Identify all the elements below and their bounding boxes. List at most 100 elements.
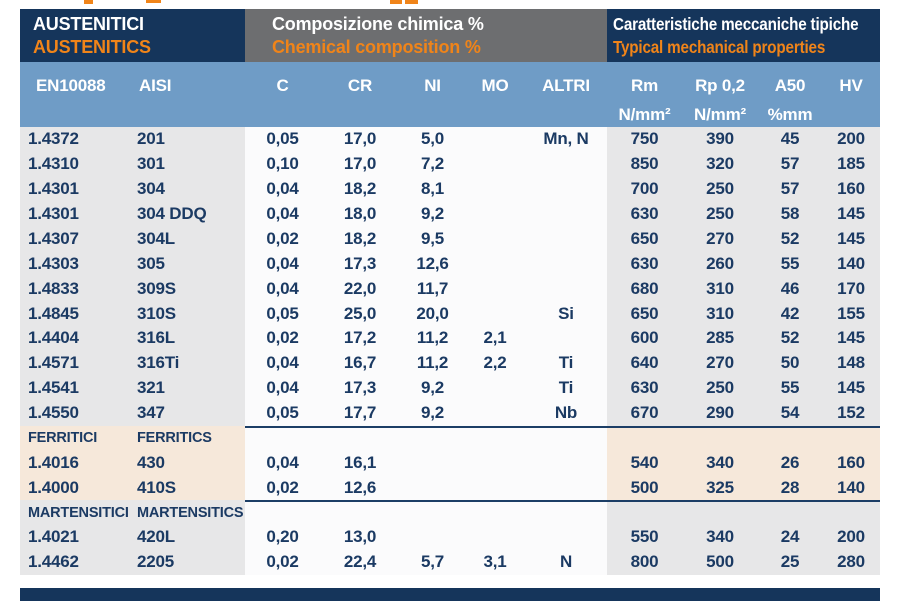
- cell-c: 0,20: [245, 525, 320, 550]
- cell-en: 1.4404: [20, 326, 135, 351]
- table-row: 1.4000 410S 0,02 12,6 500 325 28 140: [20, 475, 880, 501]
- cell-c: 0,04: [245, 450, 320, 476]
- cell-altri: N: [525, 549, 607, 575]
- cell-c: 0,04: [245, 201, 320, 227]
- cell-c: 0,04: [245, 276, 320, 302]
- cell-mo: [465, 151, 525, 177]
- cell-a50: 58: [758, 201, 822, 227]
- cell-c: 0,02: [245, 226, 320, 252]
- cell-rp: 250: [682, 375, 758, 401]
- cell-rp: 320: [682, 151, 758, 177]
- title-band-chemical-composition: Composizione chimica % Chemical composit…: [245, 9, 607, 62]
- cell-hv: 148: [822, 350, 880, 376]
- cell-a50: 25: [758, 549, 822, 575]
- cell-mo: [465, 450, 525, 476]
- cell-mo: 2,1: [465, 326, 525, 351]
- cell-cr: 18,2: [320, 226, 400, 252]
- title-caratteristiche-it: Caratteristiche meccaniche tipiche: [613, 14, 859, 34]
- cell-aisi: 316L: [135, 326, 245, 351]
- cell-ni: 5,7: [400, 549, 465, 575]
- cell-c: 0,04: [245, 375, 320, 401]
- cell-rp: 340: [682, 525, 758, 550]
- cell-hv: 200: [822, 525, 880, 550]
- cell-hv: [822, 500, 880, 525]
- cell-en: 1.4021: [20, 525, 135, 550]
- cell-ni: 11,7: [400, 276, 465, 302]
- cell-a50: 55: [758, 375, 822, 401]
- cell-aisi: 309S: [135, 276, 245, 302]
- cell-hv: 152: [822, 400, 880, 426]
- title-composizione-it: Composizione chimica %: [272, 14, 484, 34]
- cell-rm: 650: [607, 226, 682, 252]
- title-band-austenitics: AUSTENITICI AUSTENITICS: [20, 9, 245, 62]
- cell-mo: [465, 400, 525, 426]
- cell-hv: 145: [822, 375, 880, 401]
- cell-hv: 145: [822, 226, 880, 252]
- cell-rm: [607, 500, 682, 525]
- cell-rp: 500: [682, 549, 758, 575]
- cell-cr: 25,0: [320, 301, 400, 326]
- cell-aisi: 2205: [135, 549, 245, 575]
- column-header-en: EN10088: [36, 76, 106, 95]
- column-header-rp: Rp 0,2 N/mm²: [694, 76, 746, 124]
- cell-rm: [607, 425, 682, 451]
- cell-altri: [525, 226, 607, 252]
- table-row: 1.4462 2205 0,02 22,4 5,7 3,1 N 800 500 25 280: [20, 549, 880, 575]
- cell-ni: 7,2: [400, 151, 465, 177]
- column-header-hv: HV: [839, 76, 863, 95]
- section-title-row-ferritics: FERRITICI FERRITICS: [20, 425, 880, 451]
- cell-c: 0,04: [245, 350, 320, 376]
- cell-altri: [525, 500, 607, 525]
- cell-en: 1.4016: [20, 450, 135, 476]
- cell-hv: 200: [822, 127, 880, 152]
- title-austenitics-en: AUSTENITICS: [33, 37, 151, 57]
- cell-rm: 630: [607, 201, 682, 227]
- cell-a50: 55: [758, 251, 822, 277]
- cell-rm: 600: [607, 326, 682, 351]
- cell-aisi: 304: [135, 176, 245, 202]
- cell-cr: 22,4: [320, 549, 400, 575]
- cell-rm: 630: [607, 375, 682, 401]
- title-properties-en: Typical mechanical properties: [613, 37, 826, 57]
- cell-a50: 52: [758, 226, 822, 252]
- table-row: 1.4845 310S 0,05 25,0 20,0 Si 650 310 42 155: [20, 301, 880, 326]
- cell-rm: 700: [607, 176, 682, 202]
- cell-c: 0,02: [245, 475, 320, 501]
- cell-a50: [758, 500, 822, 525]
- cell-altri: [525, 151, 607, 177]
- cell-altri: Ti: [525, 350, 607, 376]
- table-title-bands: AUSTENITICI AUSTENITICS Composizione chi…: [20, 9, 880, 62]
- cell-ni: 9,5: [400, 226, 465, 252]
- cell-en: FERRITICI: [20, 425, 135, 451]
- cell-cr: 17,7: [320, 400, 400, 426]
- cell-rp: 260: [682, 251, 758, 277]
- cell-cr: 22,0: [320, 276, 400, 302]
- cell-cr: 18,2: [320, 176, 400, 202]
- cell-mo: [465, 475, 525, 501]
- cell-mo: [465, 226, 525, 252]
- cell-cr: 17,3: [320, 375, 400, 401]
- cell-ni: 20,0: [400, 301, 465, 326]
- cell-mo: [465, 425, 525, 451]
- column-header-a50: A50 %mm: [767, 76, 813, 124]
- cell-ni: 9,2: [400, 375, 465, 401]
- cell-aisi: 304 DDQ: [135, 201, 245, 227]
- cell-altri: [525, 326, 607, 351]
- cell-cr: 17,3: [320, 251, 400, 277]
- table-row: 1.4404 316L 0,02 17,2 11,2 2,1 600 285 52 145: [20, 326, 880, 351]
- cell-a50: 57: [758, 151, 822, 177]
- cell-cr: 18,0: [320, 201, 400, 227]
- cell-a50: 54: [758, 400, 822, 426]
- cell-c: 0,04: [245, 176, 320, 202]
- cell-mo: [465, 176, 525, 202]
- cell-ni: 9,2: [400, 201, 465, 227]
- cell-rm: 540: [607, 450, 682, 476]
- table-row: 1.4301 304 0,04 18,2 8,1 700 250 57 160: [20, 176, 880, 202]
- cell-rp: 340: [682, 450, 758, 476]
- cell-a50: [758, 425, 822, 451]
- cell-en: 1.4000: [20, 475, 135, 501]
- cell-en: MARTENSITICI: [20, 500, 135, 525]
- cell-cr: 17,2: [320, 326, 400, 351]
- cell-a50: 42: [758, 301, 822, 326]
- cell-rp: 310: [682, 301, 758, 326]
